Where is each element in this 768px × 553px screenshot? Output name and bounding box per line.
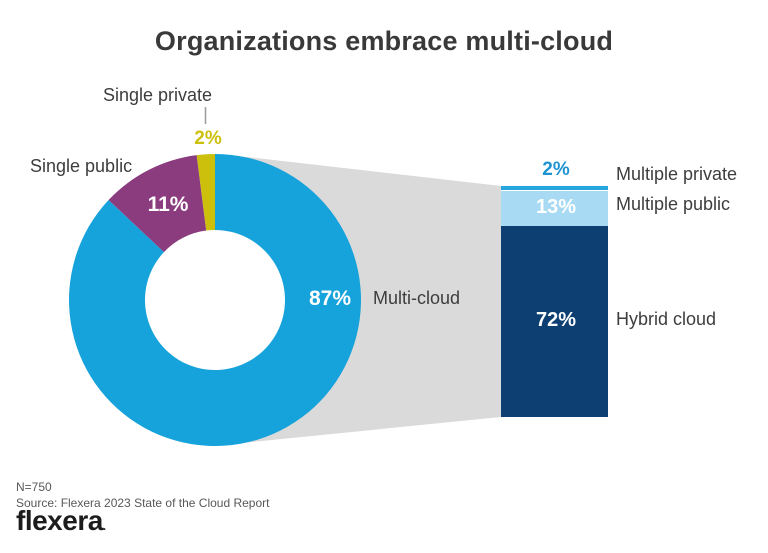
value-multi-cloud: 87% xyxy=(308,287,352,310)
label-single-private: Single private xyxy=(103,85,213,105)
donut-slice-single-private xyxy=(196,154,215,231)
flexera-logo: flexera. xyxy=(16,505,106,537)
label-single-public: Single public xyxy=(30,156,133,176)
donut-chart xyxy=(69,154,362,446)
donut-slice-multi-cloud xyxy=(69,154,362,446)
flexera-logo-text: flexera xyxy=(16,505,103,536)
bar-segment-hybrid-cloud xyxy=(501,225,608,417)
value-single-public: 11% xyxy=(147,193,189,216)
stacked-bar-chart xyxy=(501,186,608,417)
value-single-private: 2% xyxy=(194,128,222,149)
label-multiple-public: Multiple public xyxy=(616,194,731,214)
label-multi-cloud: Multi-cloud xyxy=(373,288,461,308)
funnel-band xyxy=(222,154,501,444)
value-multiple-private: 2% xyxy=(542,159,570,180)
source-note: Source: Flexera 2023 State of the Cloud … xyxy=(16,496,270,510)
logo-trademark-dot: . xyxy=(102,519,106,533)
sample-size-note: N=750 xyxy=(16,480,52,494)
bar-segment-multiple-public xyxy=(501,191,608,226)
chart-title: Organizations embrace multi-cloud xyxy=(154,26,614,56)
value-hybrid-cloud: 72% xyxy=(535,309,577,331)
label-multiple-private: Multiple private xyxy=(616,164,738,184)
donut-slice-single-public xyxy=(108,155,207,253)
bar-segment-multiple-private xyxy=(501,186,608,192)
value-multiple-public: 13% xyxy=(535,196,577,218)
label-hybrid-cloud: Hybrid cloud xyxy=(616,309,717,329)
